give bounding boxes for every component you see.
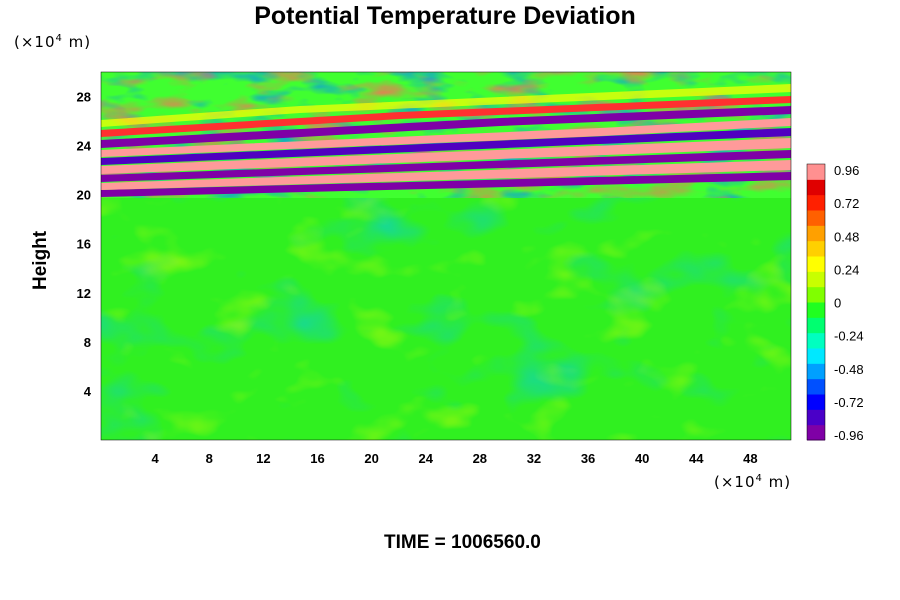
y-tick-label: 20 bbox=[77, 188, 91, 203]
y-axis-ticks: 4 8 12 16 20 24 28 bbox=[77, 90, 92, 399]
colorbar-tick-label: 0 bbox=[834, 296, 841, 311]
x-tick-label: 24 bbox=[418, 451, 433, 466]
x-tick-label: 20 bbox=[364, 451, 378, 466]
colorbar-swatch bbox=[807, 164, 825, 180]
y-tick-label: 24 bbox=[77, 139, 92, 154]
x-tick-label: 12 bbox=[256, 451, 270, 466]
colorbar-swatch bbox=[807, 424, 825, 441]
colorbar-swatch bbox=[807, 286, 825, 303]
time-footer: TIME = 1006560.0 bbox=[384, 532, 541, 553]
x-unit-label: (×104 m) bbox=[714, 473, 792, 491]
colorbar-tick-label: -0.48 bbox=[834, 362, 864, 377]
colorbar-tick-label: -0.24 bbox=[834, 329, 864, 344]
plot-frame bbox=[100, 71, 792, 441]
colorbar-tick-label: -0.96 bbox=[834, 428, 864, 443]
colorbar-frame bbox=[806, 163, 826, 441]
y-tick-label: 16 bbox=[77, 237, 91, 252]
colorbar-swatch bbox=[807, 194, 825, 211]
colorbar-tick-label: 0.48 bbox=[834, 229, 859, 244]
colorbar-swatch bbox=[807, 378, 825, 395]
colorbar-tick-label: 0.96 bbox=[834, 163, 859, 178]
x-tick-label: 28 bbox=[473, 451, 487, 466]
y-unit-label: (×104 m) bbox=[14, 33, 92, 51]
colorbar-swatch bbox=[807, 317, 825, 334]
x-tick-label: 16 bbox=[310, 451, 324, 466]
colorbar-swatch bbox=[807, 256, 825, 272]
x-tick-label: 36 bbox=[581, 451, 595, 466]
wave-bands bbox=[101, 84, 791, 197]
x-tick-label: 4 bbox=[152, 451, 160, 466]
colorbar-swatch bbox=[807, 348, 825, 364]
x-tick-label: 40 bbox=[635, 451, 649, 466]
colorbar-swatch bbox=[807, 332, 825, 349]
colorbar-swatch bbox=[807, 271, 825, 288]
y-tick-label: 4 bbox=[84, 384, 92, 399]
y-tick-label: 8 bbox=[84, 335, 91, 350]
troposphere-warm-variation bbox=[101, 198, 791, 440]
colorbar-swatch bbox=[807, 240, 825, 257]
colorbar-swatch bbox=[807, 179, 825, 196]
x-tick-label: 8 bbox=[206, 451, 213, 466]
colorbar-swatch bbox=[807, 409, 825, 426]
heatmap-field bbox=[101, 72, 791, 440]
colorbar-tick-label: 0.72 bbox=[834, 196, 859, 211]
colorbar-tick-label: 0.24 bbox=[834, 262, 859, 277]
x-tick-label: 44 bbox=[689, 451, 704, 466]
x-tick-label: 48 bbox=[743, 451, 757, 466]
chart-title: Potential Temperature Deviation bbox=[254, 2, 636, 30]
y-tick-label: 28 bbox=[77, 90, 91, 105]
x-axis-ticks: 4 8 12 16 20 24 28 32 36 40 44 48 bbox=[152, 451, 758, 466]
colorbar-swatch bbox=[807, 302, 825, 318]
colorbar: 0.96 0.72 0.48 0.24 0 -0.24 -0.48 -0.72 -0.96 bbox=[806, 163, 864, 443]
colorbar-swatch bbox=[807, 363, 825, 380]
y-tick-label: 12 bbox=[77, 286, 91, 301]
x-tick-label: 32 bbox=[527, 451, 541, 466]
colorbar-swatch bbox=[807, 394, 825, 410]
colorbar-swatch bbox=[807, 210, 825, 226]
colorbar-tick-label: -0.72 bbox=[834, 395, 864, 410]
colorbar-swatch bbox=[807, 225, 825, 242]
